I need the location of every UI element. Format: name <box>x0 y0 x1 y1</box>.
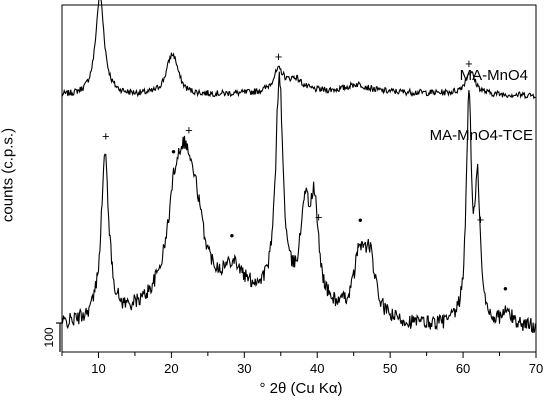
series-label-ma-mno4-tce: MA-MnO4-TCE <box>430 127 533 144</box>
plus-marker: + <box>102 129 110 144</box>
series-line-ma-mno4 <box>61 0 536 100</box>
series-label-ma-mno4: MA-MnO4 <box>460 67 528 84</box>
plus-marker: + <box>477 212 485 227</box>
x-tick-label: 30 <box>237 361 251 376</box>
x-tick-label: 20 <box>164 361 178 376</box>
plus-marker: + <box>465 56 473 71</box>
x-tick-label: 10 <box>91 361 105 376</box>
x-tick-label: 60 <box>456 361 470 376</box>
plus-marker: + <box>315 210 323 225</box>
plus-marker: + <box>275 49 283 64</box>
dot-marker: • <box>358 212 363 227</box>
series-line-ma-mno4-tce <box>61 71 536 334</box>
plot-frame <box>61 4 537 353</box>
dot-marker: • <box>503 281 508 296</box>
x-axis-label: ° 2θ (Cu Kα) <box>259 380 343 397</box>
x-tick-label: 50 <box>383 361 397 376</box>
dot-marker: • <box>230 228 235 243</box>
scale-bar-label: 100 <box>42 327 56 347</box>
x-tick-label: 70 <box>529 361 543 376</box>
dot-marker: • <box>171 144 176 159</box>
plus-marker: + <box>185 123 193 138</box>
x-tick-label: 40 <box>310 361 324 376</box>
